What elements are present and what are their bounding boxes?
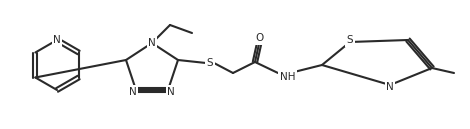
Text: NH: NH bbox=[280, 72, 296, 82]
Text: N: N bbox=[129, 87, 137, 97]
Text: N: N bbox=[386, 82, 394, 92]
Text: N: N bbox=[167, 87, 175, 97]
Text: S: S bbox=[207, 58, 213, 68]
Text: S: S bbox=[347, 35, 353, 45]
Text: N: N bbox=[53, 35, 61, 45]
Text: O: O bbox=[255, 33, 263, 43]
Text: N: N bbox=[148, 38, 156, 48]
